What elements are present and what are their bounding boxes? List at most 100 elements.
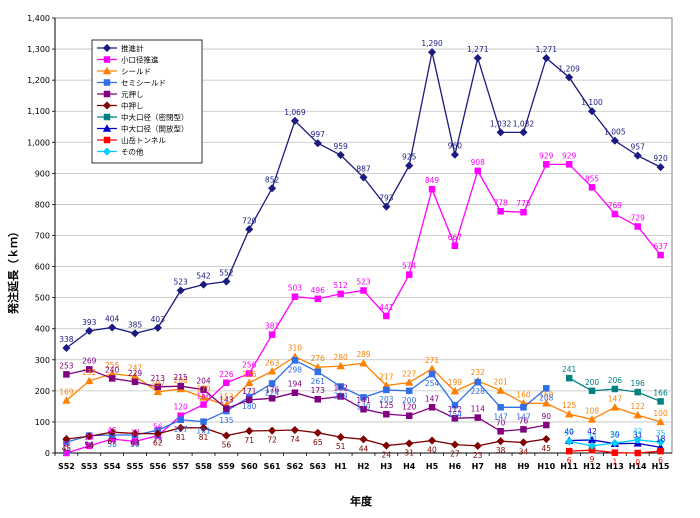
data-label: 215 bbox=[174, 373, 189, 382]
data-label: 385 bbox=[128, 320, 143, 329]
data-label: 65 bbox=[313, 438, 323, 447]
data-point bbox=[473, 53, 482, 63]
data-label: 1,100 bbox=[581, 98, 603, 107]
data-label: 31 bbox=[404, 448, 414, 457]
y-tick-label: 1,400 bbox=[27, 14, 50, 23]
data-label: 1,005 bbox=[604, 128, 626, 137]
data-label: 70 bbox=[496, 418, 506, 427]
data-point bbox=[153, 387, 163, 396]
data-label: 27 bbox=[450, 450, 460, 459]
data-point bbox=[199, 423, 208, 432]
data-point bbox=[314, 295, 322, 303]
data-point bbox=[519, 128, 528, 137]
data-label: 153 bbox=[219, 392, 234, 401]
data-label: 256 bbox=[242, 360, 257, 369]
data-point bbox=[496, 437, 505, 446]
data-label: 42 bbox=[633, 427, 643, 436]
x-tick-label: H12 bbox=[583, 462, 601, 471]
x-tick-label: S52 bbox=[58, 462, 75, 471]
data-point bbox=[62, 343, 71, 353]
data-point bbox=[427, 436, 437, 445]
data-point bbox=[543, 421, 550, 429]
data-label: 381 bbox=[265, 322, 280, 331]
data-point bbox=[520, 208, 527, 216]
data-point bbox=[520, 404, 527, 411]
data-point bbox=[107, 428, 117, 437]
data-point bbox=[587, 107, 597, 116]
y-tick-label: 800 bbox=[35, 200, 50, 209]
data-point bbox=[496, 128, 505, 137]
data-point bbox=[542, 434, 551, 444]
data-point bbox=[103, 79, 111, 86]
x-tick-label: H6 bbox=[449, 462, 462, 471]
data-label: 729 bbox=[631, 213, 646, 222]
data-point bbox=[496, 386, 505, 394]
data-point bbox=[611, 210, 619, 218]
data-point bbox=[405, 439, 414, 448]
legend-entry: 推進計 bbox=[121, 43, 144, 53]
data-label: 269 bbox=[82, 356, 97, 365]
data-point bbox=[62, 434, 71, 444]
x-tick-label: H11 bbox=[560, 462, 578, 471]
data-label: 54 bbox=[85, 441, 95, 450]
data-point bbox=[313, 139, 322, 148]
data-label: 925 bbox=[402, 153, 417, 162]
data-point bbox=[176, 286, 185, 295]
data-point bbox=[611, 449, 619, 456]
data-label: 35 bbox=[656, 429, 666, 438]
data-label: 45 bbox=[107, 426, 117, 435]
data-label: 289 bbox=[356, 350, 371, 359]
data-point bbox=[543, 385, 550, 392]
data-point bbox=[542, 398, 551, 407]
series-その他 bbox=[565, 435, 665, 451]
data-point bbox=[245, 396, 253, 404]
data-point bbox=[656, 162, 665, 172]
data-label: 637 bbox=[653, 242, 668, 251]
data-label: 51 bbox=[336, 442, 346, 451]
data-label: 76 bbox=[519, 416, 529, 425]
data-label: 101 bbox=[196, 427, 211, 436]
data-point bbox=[102, 43, 112, 53]
data-point bbox=[153, 323, 162, 332]
data-point bbox=[336, 150, 345, 160]
data-label: 240 bbox=[105, 365, 120, 374]
data-label: 920 bbox=[653, 154, 668, 163]
data-point bbox=[473, 441, 482, 451]
data-label: 217 bbox=[379, 373, 394, 382]
data-point bbox=[451, 414, 459, 422]
data-label: 228 bbox=[471, 387, 486, 396]
data-point bbox=[177, 382, 184, 390]
y-axis-title: 発注延長（ｋｍ） bbox=[6, 226, 20, 315]
data-label: 201 bbox=[493, 378, 508, 387]
data-point bbox=[360, 405, 367, 413]
data-point bbox=[267, 426, 277, 435]
data-point bbox=[154, 383, 162, 391]
data-label: 957 bbox=[631, 143, 646, 152]
data-point bbox=[611, 385, 619, 393]
data-label: 62 bbox=[153, 439, 163, 448]
data-label: 30 bbox=[610, 431, 620, 440]
data-label: 71 bbox=[244, 436, 254, 445]
series-line bbox=[66, 368, 547, 432]
data-label: 194 bbox=[288, 380, 303, 389]
data-label: 120 bbox=[402, 403, 417, 412]
data-point bbox=[222, 431, 231, 440]
y-tick-label: 400 bbox=[35, 325, 50, 334]
data-point bbox=[290, 425, 300, 435]
x-tick-label: S58 bbox=[195, 462, 212, 471]
data-point bbox=[428, 370, 436, 378]
data-label: 393 bbox=[82, 318, 97, 327]
data-point bbox=[360, 287, 367, 294]
data-point bbox=[610, 136, 620, 145]
data-label: 171 bbox=[242, 387, 257, 396]
data-label: 523 bbox=[356, 277, 371, 286]
data-label: 0 bbox=[635, 458, 640, 467]
data-point bbox=[314, 395, 322, 403]
data-label: 31 bbox=[633, 430, 643, 439]
data-point bbox=[131, 378, 139, 386]
data-point bbox=[610, 403, 620, 411]
data-point bbox=[268, 380, 276, 387]
legend-entry: その他 bbox=[121, 147, 144, 157]
data-point bbox=[86, 442, 93, 450]
data-label: 107 bbox=[174, 425, 189, 434]
